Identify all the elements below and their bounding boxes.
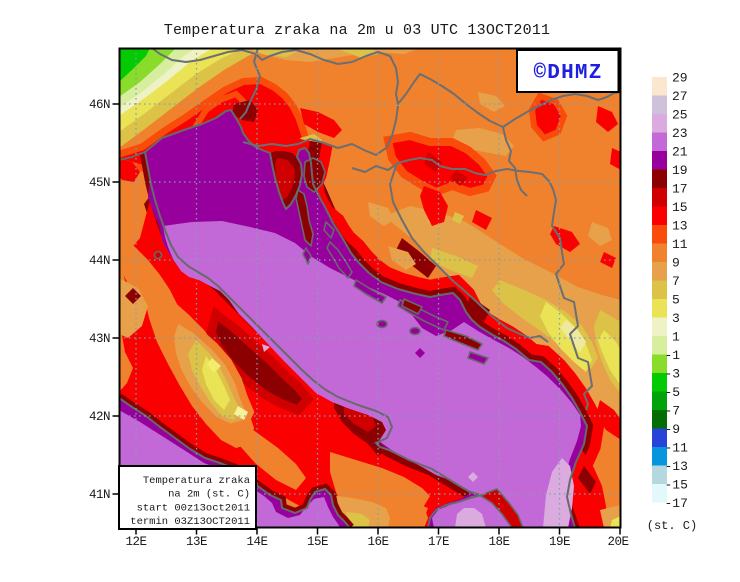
svg-text:Temperatura zraka na 2m u 03 U: Temperatura zraka na 2m u 03 UTC 13OCT20… [164,22,550,39]
svg-text:17E: 17E [428,535,449,549]
svg-text:-5: -5 [665,385,681,400]
svg-text:44N: 44N [89,254,110,268]
svg-text:-11: -11 [665,441,689,456]
svg-text:-15: -15 [665,478,688,493]
svg-text:-3: -3 [665,367,681,382]
svg-text:-1: -1 [665,348,681,363]
svg-text:7: 7 [672,274,680,289]
svg-text:21: 21 [672,145,688,160]
svg-text:19E: 19E [549,535,570,549]
svg-text:45N: 45N [89,176,110,190]
svg-text:-13: -13 [665,459,688,474]
svg-text:43N: 43N [89,332,110,346]
svg-text:13E: 13E [186,535,207,549]
svg-text:Temperatura zraka: Temperatura zraka [143,475,250,487]
svg-text:5: 5 [672,293,680,308]
svg-text:16E: 16E [367,535,388,549]
svg-text:(st. C): (st. C) [647,519,697,533]
svg-text:15E: 15E [307,535,328,549]
svg-text:-7: -7 [665,404,681,419]
svg-text:19: 19 [672,163,688,178]
svg-text:20E: 20E [607,535,628,549]
svg-text:-17: -17 [665,496,688,511]
svg-text:1: 1 [672,330,680,345]
svg-text:25: 25 [672,108,688,123]
svg-text:15: 15 [672,200,688,215]
svg-text:termin 03Z13OCT2011: termin 03Z13OCT2011 [130,516,250,528]
svg-text:12E: 12E [125,535,146,549]
svg-text:18E: 18E [488,535,509,549]
svg-text:23: 23 [672,126,688,141]
svg-text:na 2m (st. C): na 2m (st. C) [168,489,250,501]
svg-text:41N: 41N [89,488,110,502]
svg-text:11: 11 [672,237,688,252]
svg-text:42N: 42N [89,410,110,424]
svg-text:46N: 46N [89,98,110,112]
svg-text:9: 9 [672,256,680,271]
svg-text:-9: -9 [665,422,681,437]
svg-text:start 00z13oct2011: start 00z13oct2011 [137,503,250,515]
svg-text:©DHMZ: ©DHMZ [533,62,602,85]
svg-text:27: 27 [672,89,688,104]
svg-text:29: 29 [672,71,688,86]
svg-text:14E: 14E [246,535,267,549]
svg-text:17: 17 [672,182,688,197]
svg-text:3: 3 [672,311,680,326]
svg-text:13: 13 [672,219,688,234]
